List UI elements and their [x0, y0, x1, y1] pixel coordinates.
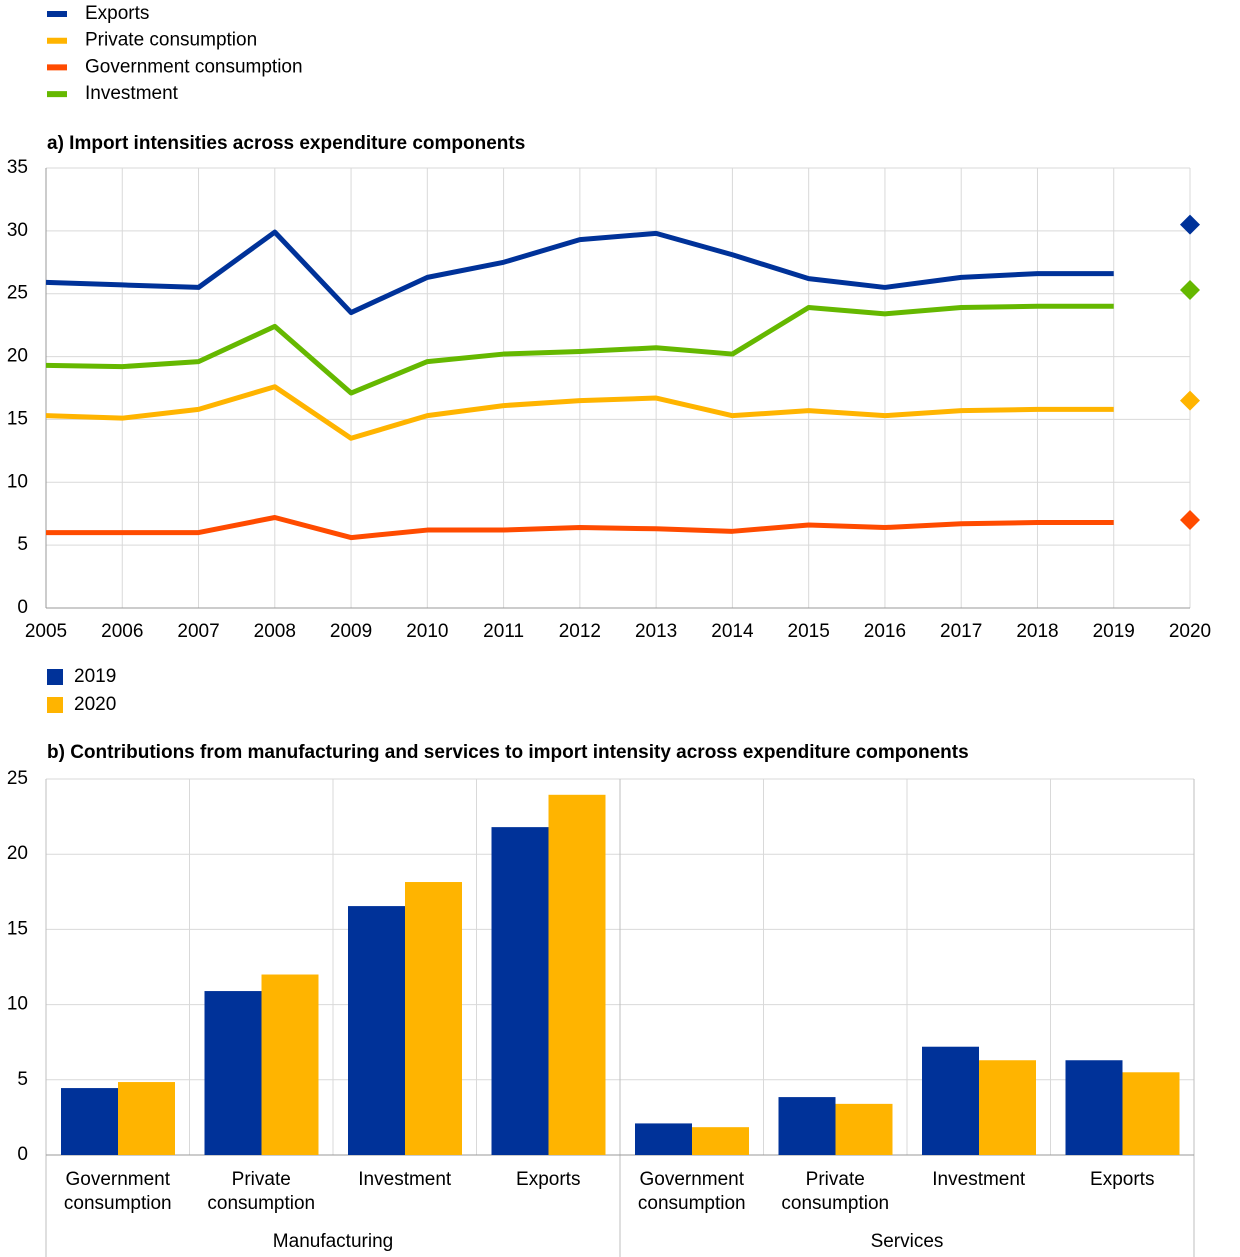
y-tick-label: 0: [17, 1144, 28, 1165]
y-tick-label: 10: [7, 994, 28, 1015]
y-tick-label: 0: [17, 597, 28, 618]
diamond-marker: [1180, 390, 1200, 411]
legend-label: 2020: [74, 694, 116, 715]
x-tick-label: Government consumption: [637, 1169, 746, 1214]
x-tick-label: Exports: [1090, 1169, 1155, 1190]
legend-label: Government consumption: [85, 56, 303, 77]
y-tick-label: 25: [7, 283, 28, 304]
series-line: [45, 384, 1114, 441]
bar: [692, 1127, 749, 1155]
x-tick-label: 2011: [483, 621, 524, 642]
group-label: Manufacturing: [273, 1231, 393, 1252]
legend-swatch: [47, 669, 63, 685]
x-tick-label: 2016: [864, 621, 906, 642]
y-tick-label: 20: [7, 346, 28, 367]
y-tick-label: 20: [7, 843, 28, 864]
bar: [491, 827, 549, 1155]
x-tick-label: 2005: [25, 621, 67, 642]
legend-label: 2019: [74, 666, 116, 687]
x-tick-label: Investment: [932, 1169, 1026, 1190]
chart-title: a) Import intensities across expenditure…: [47, 133, 525, 154]
x-tick-label: 2012: [559, 621, 601, 642]
x-tick-label: 2010: [406, 621, 448, 642]
legend-label: Private consumption: [85, 30, 257, 51]
chart-title: b) Contributions from manufacturing and …: [47, 742, 969, 763]
diamond-marker: [1180, 510, 1200, 530]
x-tick-label: Private consumption: [207, 1169, 316, 1214]
y-tick-label: 15: [7, 408, 28, 429]
y-tick-label: 30: [7, 220, 28, 241]
bar: [204, 991, 262, 1155]
y-tick-label: 15: [7, 918, 28, 939]
x-tick-label: 2006: [101, 621, 143, 642]
bar: [61, 1088, 118, 1155]
x-tick-label: Private consumption: [781, 1169, 890, 1214]
x-tick-label: 2018: [1016, 621, 1058, 642]
bar: [778, 1097, 836, 1155]
y-tick-label: 25: [7, 768, 28, 789]
legend-label: Exports: [85, 3, 149, 24]
bar: [635, 1123, 692, 1155]
diamond-marker: [1180, 279, 1200, 300]
bar: [922, 1046, 979, 1155]
x-tick-label: 2017: [940, 621, 982, 642]
legend-label: Investment: [85, 83, 179, 104]
bar: [405, 882, 462, 1155]
x-tick-label: 2015: [788, 621, 830, 642]
bar: [835, 1103, 893, 1155]
x-tick-label: 2009: [330, 621, 372, 642]
diamond-marker: [1180, 214, 1200, 235]
x-tick-label: 2007: [177, 621, 219, 642]
x-tick-label: 2014: [711, 621, 754, 642]
y-tick-label: 10: [7, 471, 28, 492]
x-tick-label: 2020: [1169, 621, 1211, 642]
x-tick-label: Exports: [516, 1169, 581, 1190]
bar: [261, 974, 319, 1155]
series-line: [45, 303, 1114, 396]
legend-swatch: [47, 697, 63, 713]
bar: [348, 906, 405, 1155]
bar: [1122, 1072, 1180, 1155]
y-tick-label: 35: [7, 157, 28, 178]
x-tick-label: 2008: [254, 621, 296, 642]
series-line: [45, 229, 1114, 316]
bar: [1065, 1060, 1123, 1155]
bar: [979, 1060, 1036, 1155]
x-tick-label: Government consumption: [63, 1169, 172, 1214]
bar: [548, 794, 606, 1155]
x-tick-label: 2013: [635, 621, 677, 642]
y-tick-label: 5: [17, 1069, 28, 1090]
series-line: [46, 514, 1114, 541]
group-label: Services: [871, 1231, 944, 1252]
x-tick-label: 2019: [1093, 621, 1135, 642]
bar: [118, 1082, 175, 1155]
y-tick-label: 5: [17, 534, 28, 555]
x-tick-label: Investment: [358, 1169, 452, 1190]
